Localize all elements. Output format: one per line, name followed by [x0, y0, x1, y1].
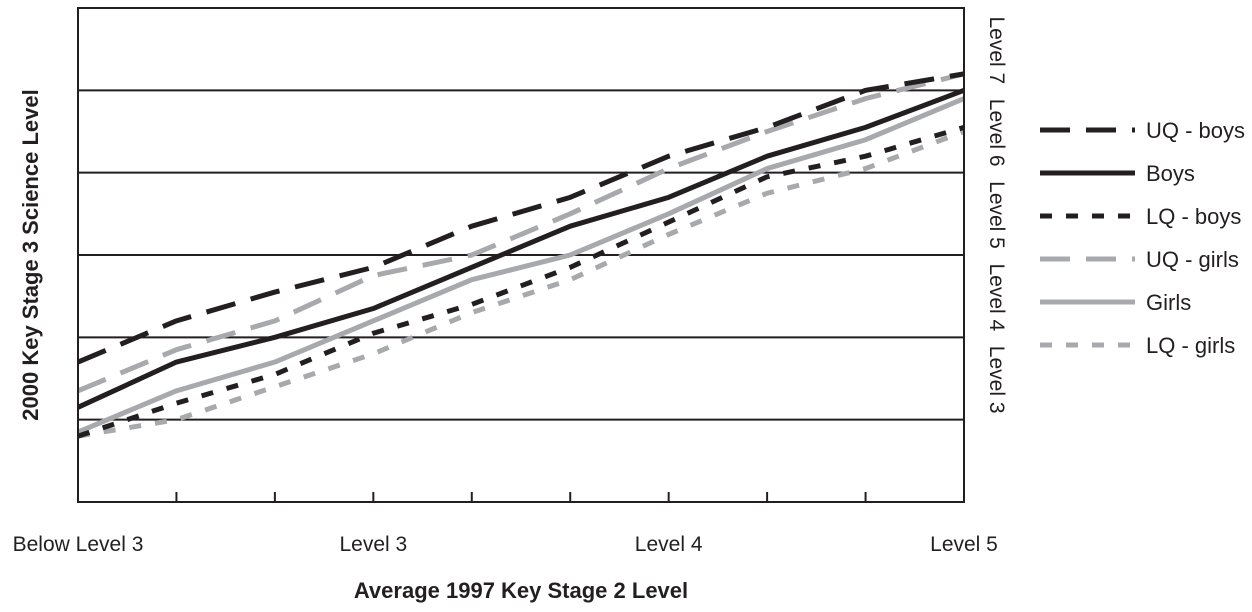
x-ticks	[175, 492, 867, 502]
x-tick-labels: Below Level 3 Level 3 Level 4 Level 5	[13, 533, 998, 556]
x-tick-label: Level 4	[635, 533, 703, 556]
series-line-girls	[77, 96, 965, 435]
y-tick-labels: Level 3 Level 4 Level 5 Level 6 Level 7	[985, 16, 1008, 413]
legend-label-lq-girls: LQ - girls	[1146, 333, 1235, 358]
series-lines	[76, 71, 965, 439]
legend: UQ - boys Boys LQ - boys UQ - girls Girls LQ …	[1040, 118, 1245, 358]
series-line-uq-boys	[77, 71, 965, 365]
legend-label-boys: Boys	[1146, 161, 1195, 186]
legend-label-uq-boys: UQ - boys	[1146, 118, 1245, 143]
plot-frame	[77, 7, 965, 503]
y-tick-label: Level 7	[985, 16, 1008, 84]
legend-label-uq-girls: UQ - girls	[1146, 247, 1239, 272]
x-axis-title: Average 1997 Key Stage 2 Level	[354, 578, 688, 603]
x-tick-label: Level 5	[930, 533, 998, 556]
series-line-boys	[76, 87, 965, 410]
legend-label-lq-boys: LQ - boys	[1146, 204, 1241, 229]
y-tick-label: Level 5	[985, 181, 1008, 249]
x-tick-label: Below Level 3	[13, 533, 144, 556]
y-tick-label: Level 4	[985, 263, 1008, 331]
y-tick-label: Level 6	[985, 99, 1008, 167]
y-axis-title: 2000 Key Stage 3 Science Level	[18, 89, 43, 420]
series-line-lq-girls	[77, 129, 965, 439]
series-line-uq-girls	[77, 71, 965, 394]
series-line-lq-boys	[77, 124, 965, 439]
legend-label-girls: Girls	[1146, 290, 1191, 315]
y-tick-label: Level 3	[985, 346, 1008, 414]
x-tick-label: Level 3	[339, 533, 407, 556]
